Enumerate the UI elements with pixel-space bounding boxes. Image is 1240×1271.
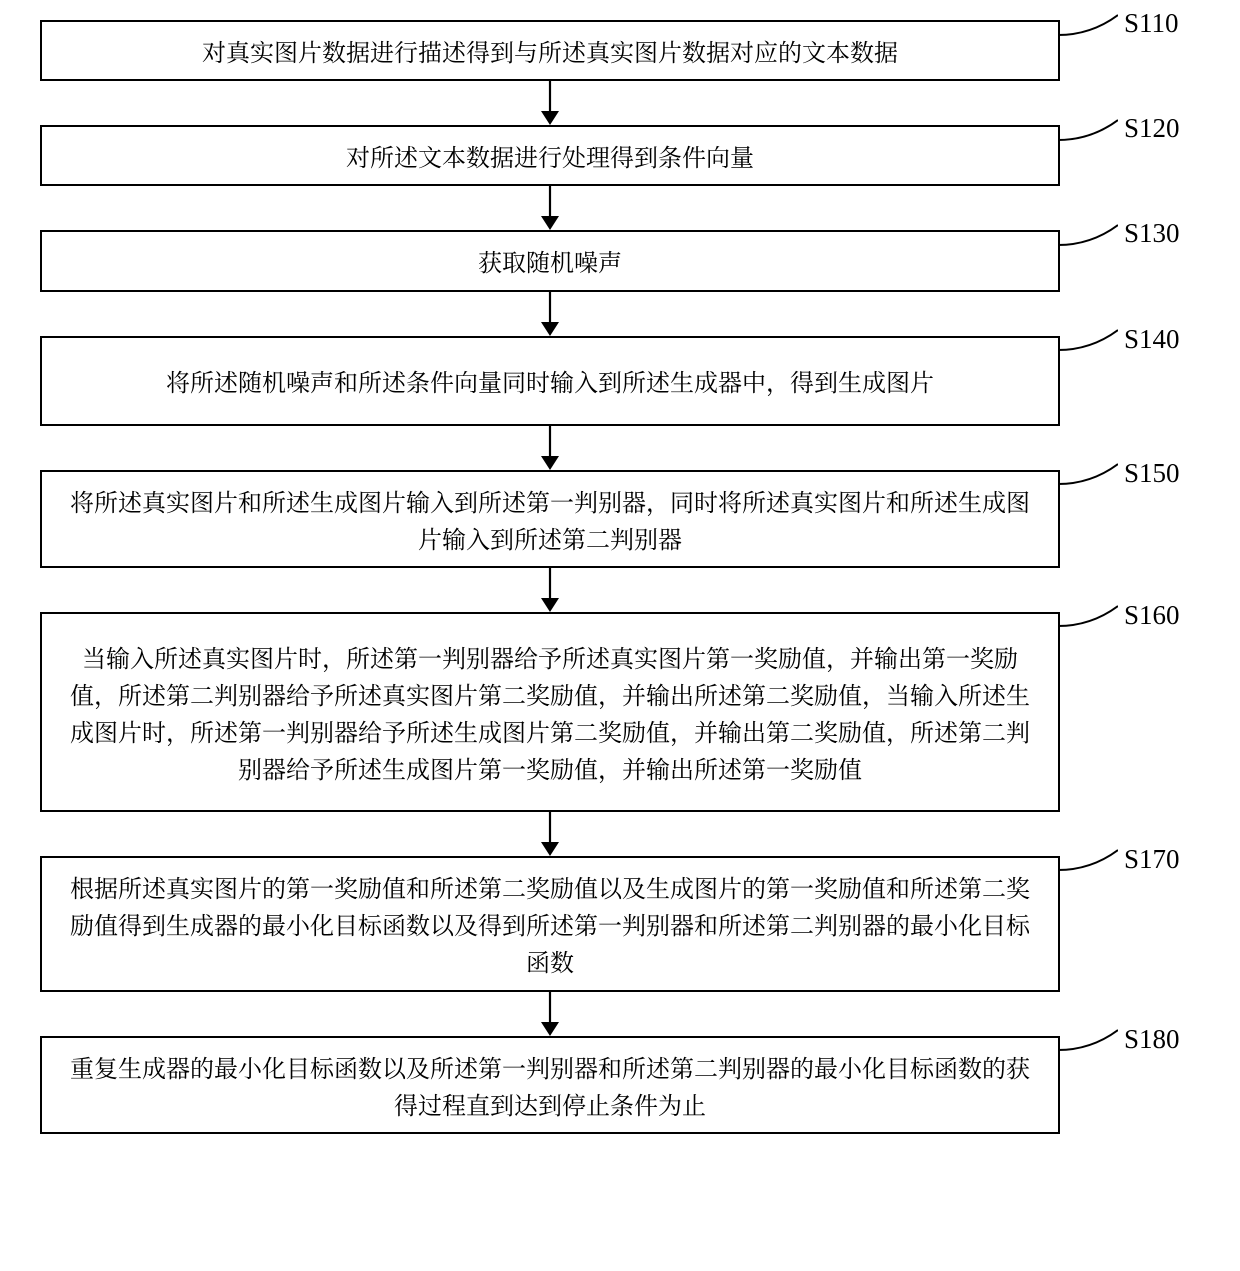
flow-step-text: 根据所述真实图片的第一奖励值和所述第二奖励值以及生成图片的第一奖励值和所述第二奖… [60,868,1040,980]
step-id-label: S160 [1124,600,1180,631]
step-annotation: S140 [1058,324,1180,355]
flow-step-text: 获取随机噪声 [60,242,1040,279]
callout-curve-icon [1058,846,1118,872]
arrow-connector [40,81,1060,125]
flow-step-row: 根据所述真实图片的第一奖励值和所述第二奖励值以及生成图片的第一奖励值和所述第二奖… [0,856,1240,992]
flow-step-box: 将所述随机噪声和所述条件向量同时输入到所述生成器中，得到生成图片 [40,336,1060,426]
arrow-connector [40,292,1060,336]
callout-curve-icon [1058,460,1118,486]
flow-step-box: 对真实图片数据进行描述得到与所述真实图片数据对应的文本数据 [40,20,1060,81]
step-id-label: S170 [1124,844,1180,875]
down-arrow-icon [539,568,561,612]
flow-step-row: 对所述文本数据进行处理得到条件向量S120 [0,125,1240,186]
callout-curve-icon [1058,326,1118,352]
arrow-connector [40,992,1060,1036]
flow-step-box: 根据所述真实图片的第一奖励值和所述第二奖励值以及生成图片的第一奖励值和所述第二奖… [40,856,1060,992]
arrow-connector [40,812,1060,856]
step-id-label: S110 [1124,8,1179,39]
down-arrow-icon [539,81,561,125]
flow-step-row: 将所述真实图片和所述生成图片输入到所述第一判别器，同时将所述真实图片和所述生成图… [0,470,1240,568]
step-id-label: S150 [1124,458,1180,489]
step-id-label: S120 [1124,113,1180,144]
arrow-connector [40,186,1060,230]
step-id-label: S130 [1124,218,1180,249]
callout-curve-icon [1058,116,1118,142]
flow-step-box: 将所述真实图片和所述生成图片输入到所述第一判别器，同时将所述真实图片和所述生成图… [40,470,1060,568]
step-id-label: S180 [1124,1024,1180,1055]
down-arrow-icon [539,812,561,856]
step-id-label: S140 [1124,324,1180,355]
callout-curve-icon [1058,11,1118,37]
flow-step-row: 重复生成器的最小化目标函数以及所述第一判别器和所述第二判别器的最小化目标函数的获… [0,1036,1240,1134]
flow-step-text: 将所述真实图片和所述生成图片输入到所述第一判别器，同时将所述真实图片和所述生成图… [60,482,1040,556]
flow-step-box: 重复生成器的最小化目标函数以及所述第一判别器和所述第二判别器的最小化目标函数的获… [40,1036,1060,1134]
arrow-connector [40,568,1060,612]
step-annotation: S120 [1058,113,1180,144]
step-annotation: S180 [1058,1024,1180,1055]
flow-step-row: 获取随机噪声S130 [0,230,1240,291]
callout-curve-icon [1058,1026,1118,1052]
step-annotation: S110 [1058,8,1179,39]
down-arrow-icon [539,426,561,470]
flow-step-row: 对真实图片数据进行描述得到与所述真实图片数据对应的文本数据S110 [0,20,1240,81]
flow-step-row: 将所述随机噪声和所述条件向量同时输入到所述生成器中，得到生成图片S140 [0,336,1240,426]
flow-step-row: 当输入所述真实图片时，所述第一判别器给予所述真实图片第一奖励值，并输出第一奖励值… [0,612,1240,812]
step-annotation: S150 [1058,458,1180,489]
step-annotation: S160 [1058,600,1180,631]
down-arrow-icon [539,992,561,1036]
flowchart-container: 对真实图片数据进行描述得到与所述真实图片数据对应的文本数据S110 对所述文本数据… [0,20,1240,1134]
flow-step-box: 获取随机噪声 [40,230,1060,291]
arrow-connector [40,426,1060,470]
flow-step-text: 对真实图片数据进行描述得到与所述真实图片数据对应的文本数据 [60,32,1040,69]
flow-step-box: 对所述文本数据进行处理得到条件向量 [40,125,1060,186]
step-annotation: S130 [1058,218,1180,249]
flow-step-text: 将所述随机噪声和所述条件向量同时输入到所述生成器中，得到生成图片 [60,362,1040,399]
callout-curve-icon [1058,602,1118,628]
flow-step-text: 重复生成器的最小化目标函数以及所述第一判别器和所述第二判别器的最小化目标函数的获… [60,1048,1040,1122]
down-arrow-icon [539,292,561,336]
flow-step-text: 当输入所述真实图片时，所述第一判别器给予所述真实图片第一奖励值，并输出第一奖励值… [60,638,1040,787]
flow-step-box: 当输入所述真实图片时，所述第一判别器给予所述真实图片第一奖励值，并输出第一奖励值… [40,612,1060,812]
callout-curve-icon [1058,221,1118,247]
step-annotation: S170 [1058,844,1180,875]
flow-step-text: 对所述文本数据进行处理得到条件向量 [60,137,1040,174]
down-arrow-icon [539,186,561,230]
